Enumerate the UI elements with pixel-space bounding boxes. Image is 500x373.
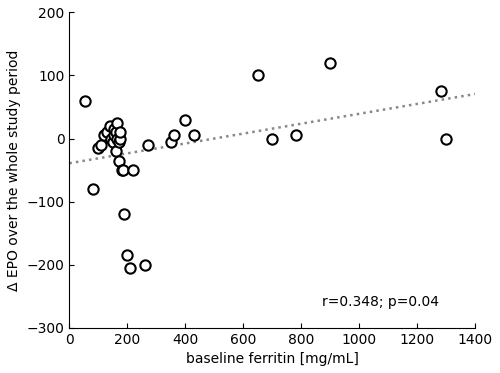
Point	[436, 88, 444, 94]
Point	[100, 132, 108, 138]
Point	[94, 145, 102, 151]
Point	[170, 132, 178, 138]
Point	[124, 252, 132, 258]
Point	[254, 72, 262, 78]
Y-axis label: Δ EPO over the whole study period: Δ EPO over the whole study period	[7, 49, 21, 291]
Point	[141, 261, 149, 267]
Point	[112, 148, 120, 154]
Point	[112, 129, 120, 135]
Point	[190, 132, 198, 138]
Point	[110, 132, 118, 138]
Point	[88, 186, 96, 192]
Point	[144, 142, 152, 148]
Point	[118, 167, 126, 173]
Point	[103, 129, 111, 135]
Point	[116, 135, 124, 141]
Point	[292, 132, 300, 138]
Point	[120, 211, 128, 217]
Point	[106, 123, 114, 129]
Point	[116, 129, 124, 135]
Point	[129, 167, 137, 173]
Point	[326, 60, 334, 66]
Point	[109, 139, 117, 145]
X-axis label: baseline ferritin [mg/mL]: baseline ferritin [mg/mL]	[186, 352, 359, 366]
Point	[98, 142, 106, 148]
Point	[113, 135, 121, 141]
Point	[110, 126, 118, 132]
Point	[113, 120, 121, 126]
Point	[108, 135, 116, 141]
Point	[167, 139, 175, 145]
Point	[119, 167, 127, 173]
Text: r=0.348; p=0.04: r=0.348; p=0.04	[322, 295, 438, 309]
Point	[182, 117, 190, 123]
Point	[268, 135, 276, 141]
Point	[442, 135, 450, 141]
Point	[114, 139, 122, 145]
Point	[82, 98, 90, 104]
Point	[114, 158, 122, 164]
Point	[126, 265, 134, 271]
